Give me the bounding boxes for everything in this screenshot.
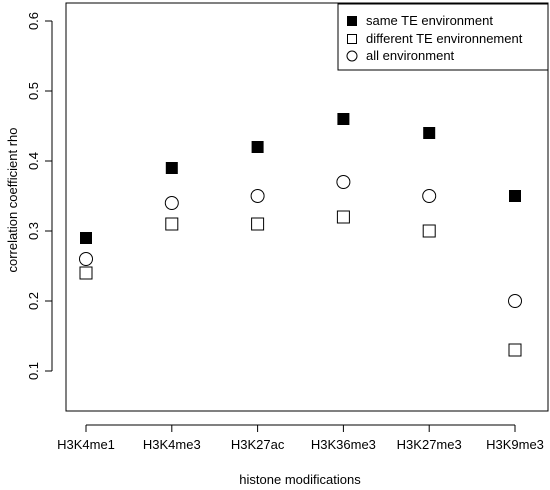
- point-filled-square-h3k36me3: [337, 113, 350, 125]
- point-open-circle-h3k36me3: [336, 175, 351, 189]
- point-open-circle-h3k9me3: [508, 294, 522, 308]
- legend-marker-same-te: [347, 16, 357, 26]
- x-tick-label-h3k9me3: H3K9me3: [486, 437, 544, 452]
- legend-label-all-environment: all environment: [366, 48, 455, 63]
- point-filled-square-h3k9me3: [509, 190, 521, 202]
- point-open-circle-h3k27me3: [422, 189, 437, 203]
- point-filled-square-h3k27me3: [423, 127, 436, 139]
- x-tick-label-h3k4me3: H3K4me3: [143, 437, 201, 452]
- point-open-circle-h3k27ac: [250, 189, 265, 203]
- point-open-square-h3k9me3: [508, 343, 522, 357]
- point-open-circle-h3k4me1: [79, 252, 93, 266]
- y-tick-label-0: 0.1: [26, 362, 41, 380]
- legend-marker-different-te: [347, 34, 357, 44]
- y-tick-label-1: 0.2: [26, 292, 41, 310]
- y-tick-label-3: 0.4: [26, 152, 41, 170]
- point-open-square-h3k27me3: [422, 224, 436, 238]
- x-axis-title: histone modifications: [239, 472, 361, 487]
- point-filled-square-h3k4me3: [165, 162, 178, 174]
- y-ticks: 0.1 0.2 0.3 0.4 0.5 0.6: [26, 12, 52, 380]
- point-open-square-h3k4me1: [79, 266, 93, 280]
- y-axis-title: correlation coefficient rho: [5, 127, 20, 272]
- legend-marker-all-environment: [346, 50, 358, 62]
- point-filled-square-h3k27ac: [251, 141, 264, 153]
- legend-label-same-te: same TE environment: [366, 13, 493, 28]
- legend: same TE environment different TE environ…: [337, 3, 549, 71]
- point-open-square-h3k27ac: [251, 217, 265, 231]
- legend-label-different-te: different TE environnement: [366, 31, 523, 46]
- y-tick-label-4: 0.5: [26, 82, 41, 100]
- point-filled-square-h3k4me1: [80, 232, 92, 244]
- y-tick-label-2: 0.3: [26, 222, 41, 240]
- x-tick-label-h3k27ac: H3K27ac: [231, 437, 285, 452]
- x-tick-label-h3k36me3: H3K36me3: [311, 437, 376, 452]
- point-open-square-h3k4me3: [165, 217, 179, 231]
- x-tick-label-h3k27me3: H3K27me3: [397, 437, 462, 452]
- point-open-circle-h3k4me3: [164, 196, 179, 210]
- x-tick-label-h3k4me1: H3K4me1: [57, 437, 115, 452]
- data-points: [79, 113, 522, 357]
- y-tick-label-5: 0.6: [26, 12, 41, 30]
- legend-box: [337, 3, 549, 71]
- plot-frame: [65, 2, 549, 412]
- point-open-square-h3k36me3: [336, 210, 350, 224]
- x-ticks: H3K4me1 H3K4me3 H3K27ac H3K36me3 H3K27me3 H3K…: [57, 425, 544, 452]
